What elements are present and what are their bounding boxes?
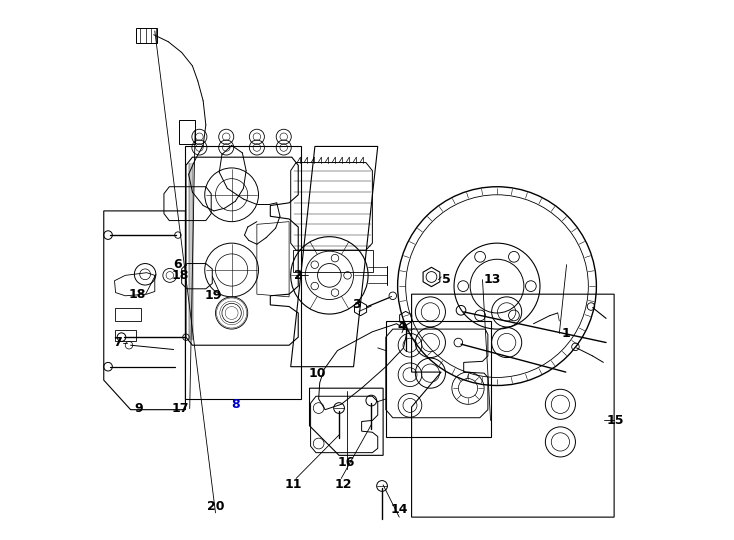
Bar <box>186 146 301 399</box>
Bar <box>293 250 374 272</box>
Text: 19: 19 <box>204 289 222 302</box>
Text: 11: 11 <box>285 478 302 491</box>
Text: 12: 12 <box>334 478 352 491</box>
Text: 3: 3 <box>352 299 360 312</box>
Text: 10: 10 <box>309 367 327 380</box>
Text: 2: 2 <box>294 269 302 282</box>
Text: 1: 1 <box>562 327 570 340</box>
Text: 8: 8 <box>231 398 240 411</box>
Bar <box>179 119 195 144</box>
Text: 9: 9 <box>134 402 143 415</box>
Text: 16: 16 <box>338 456 355 469</box>
Bar <box>136 28 158 43</box>
Text: 17: 17 <box>171 402 189 415</box>
Bar <box>115 308 142 321</box>
Text: 18: 18 <box>129 288 146 301</box>
Text: 14: 14 <box>390 503 408 516</box>
Bar <box>115 330 136 341</box>
Text: 7: 7 <box>113 336 122 349</box>
Text: 13: 13 <box>484 273 501 286</box>
Text: 4: 4 <box>398 320 407 333</box>
Text: 18: 18 <box>171 269 189 282</box>
Text: 20: 20 <box>207 500 225 513</box>
Text: 6: 6 <box>173 258 182 271</box>
Text: 15: 15 <box>606 414 624 427</box>
Text: 5: 5 <box>442 273 451 286</box>
Bar <box>386 321 490 436</box>
